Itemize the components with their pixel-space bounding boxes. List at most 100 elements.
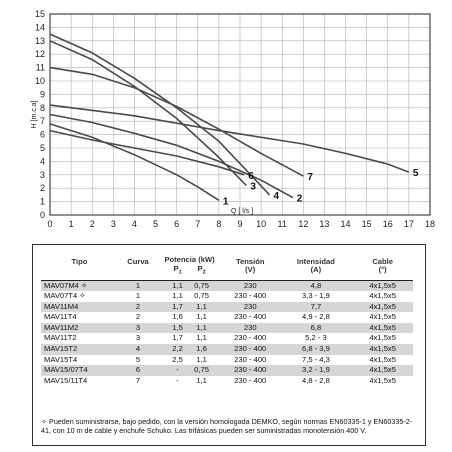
series-line-3: [49, 40, 247, 187]
cell-tipo: MAV15/11T4: [44, 375, 88, 385]
cell-intensidad: 4,9 - 2,8: [301, 312, 330, 322]
curve-label-2: 2: [297, 194, 303, 205]
cell-tipo: MAV15T2: [41, 344, 118, 355]
y-tick-label: 3: [40, 170, 45, 180]
header-p1: P1: [173, 263, 182, 276]
cell-tension: 230: [220, 280, 280, 292]
cell-curva: 1: [135, 291, 141, 301]
cell-p2: 0,75: [194, 291, 209, 301]
table-row: MAV07M4 ✧ 1 1,1 0,75 230 4,8 4x1,5x5: [41, 280, 413, 292]
cell-potencia: - 0,75: [158, 365, 221, 376]
cell-curva: 4: [117, 344, 159, 355]
cell-cable: 4x1,5x5: [352, 344, 413, 355]
y-tick-label: 13: [35, 36, 45, 46]
pump-spec-table-panel: Tipo Curva Potencia (kW) P1 P2 Tensión (V)…: [32, 244, 426, 446]
cell-potencia: 2,5 1,1: [158, 355, 221, 366]
spec-rows: MAV07M4 ✧ 1 1,1 0,75 230 4,8 4x1,5x5 MAV07T4 ✧ 1…: [41, 280, 413, 386]
chart-svg: 0 1 2 3 4 5 6 7 8 9 10 11 12 13 14 15 16 17 18012345678910…: [31, 9, 435, 229]
cell-intensidad: 7,7: [279, 301, 353, 313]
cell-tipo: MAV07M4 ✧: [41, 280, 118, 292]
cell-potencia: 1,7 1,1: [158, 333, 221, 344]
header-tipo: Tipo: [41, 255, 118, 281]
table-row: MAV15T4 5 2,5 1,1 230 - 400 7,5 - 4,3 4x1,5x5: [41, 355, 413, 366]
cell-tipo: MAV15T4: [44, 354, 78, 364]
cell-cable: 4x1,5x5: [369, 354, 396, 364]
x-tick-label: 17: [404, 219, 414, 229]
cell-curva: 2: [117, 301, 159, 313]
cell-intensidad: 6,8 - 3,9: [279, 344, 353, 355]
cell-p2: 1,1: [196, 375, 207, 385]
header-tension: Tensión (V): [220, 255, 280, 281]
curve-label-3: 3: [250, 182, 256, 193]
y-tick-label: 4: [40, 156, 45, 166]
x-tick-label: 8: [216, 219, 221, 229]
cell-tension: 230: [220, 301, 280, 313]
y-tick-label: 12: [35, 49, 45, 59]
cell-tension: 230 - 400: [234, 354, 267, 364]
pump-curve-chart: 0 1 2 3 4 5 6 7 8 9 10 11 12 13 14 15 16 17 18 0 1 2 3 4 5 6 7 8 9 10…: [31, 9, 435, 229]
cell-tension: 230 - 400: [234, 333, 267, 343]
cell-intensidad: 4,8 - 2,8: [301, 375, 330, 385]
cell-cable: 4x1,5x5: [369, 375, 396, 385]
table-row: MAV15T2 4 2,2 1,6 230 - 400 6,8 - 3,9 4x1,5x5: [41, 344, 413, 355]
y-tick-label: 9: [40, 89, 45, 99]
cell-cable: 4x1,5x5: [352, 301, 413, 313]
cell-potencia: 1,1 0,75: [158, 280, 221, 292]
cell-potencia: 2,2 1,6: [158, 344, 221, 355]
cell-tipo: MAV11M4: [41, 301, 118, 313]
cell-p1: -: [176, 375, 179, 385]
x-tick-label: 3: [111, 219, 116, 229]
cell-cable: 4x1,5x5: [352, 322, 413, 334]
curve-label-4: 4: [274, 191, 280, 202]
cell-p1: -: [176, 365, 179, 375]
cell-tipo: MAV07T4 ✧: [44, 291, 86, 301]
cell-cable: 4x1,5x5: [352, 365, 413, 376]
x-tick-label: 14: [341, 219, 351, 229]
table-row: MAV11M2 3 1,5 1,1 230 6,8 4x1,5x5: [41, 322, 413, 334]
cell-tension: 230 - 400: [234, 312, 267, 322]
table-row: MAV07T4 ✧ 1 1,1 0,75 230 - 400 3,3 - 1,9 4x1,5…: [41, 291, 413, 302]
table-row: MAV15/11T4 7 - 1,1 230 - 400 4,8 - 2,8 4x1,5x5: [41, 376, 413, 387]
header-intensidad: Intensidad (A): [279, 255, 353, 281]
y-tick-label: 5: [40, 143, 45, 153]
cell-p2: 1,1: [196, 312, 207, 322]
cell-tipo: MAV11T4: [44, 312, 77, 322]
x-tick-label: 10: [256, 219, 266, 229]
cell-cable: 4x1,5x5: [369, 312, 396, 322]
cell-tipo: MAV15/07T4: [41, 365, 118, 376]
cell-cable: 4x1,5x5: [369, 333, 396, 343]
header-curva: Curva: [117, 255, 159, 281]
x-tick-label: 18: [425, 219, 435, 229]
cell-curva: 2: [135, 312, 141, 322]
y-tick-label: 6: [40, 130, 45, 140]
cell-curva: 5: [135, 354, 141, 364]
x-tick-label: 5: [153, 219, 158, 229]
y-tick-label: 15: [35, 9, 45, 19]
y-tick-label: 7: [40, 116, 45, 126]
cell-potencia: 1,7 1,1: [158, 301, 221, 313]
cell-intensidad: 6,8: [279, 322, 353, 334]
cell-p1: 1,1: [172, 280, 183, 290]
header-p2: P2: [197, 263, 206, 276]
footnote: ✧ Pueden suministrarse, bajo pedido, con…: [41, 417, 413, 435]
series-line-6: [49, 129, 245, 176]
series-line-7: [49, 66, 304, 177]
cell-p1: 1,1: [172, 291, 183, 301]
y-tick-label: 10: [35, 76, 45, 86]
table-row: MAV11M4 2 1,7 1,1 230 7,7 4x1,5x5: [41, 301, 413, 313]
y-tick-label: 1: [40, 197, 45, 207]
cell-tension: 230 - 400: [220, 344, 280, 355]
cell-p2: 1,1: [196, 333, 207, 343]
x-tick-label: 0: [47, 219, 52, 229]
x-tick-label: 4: [132, 219, 137, 229]
curve-label-5: 5: [413, 168, 419, 179]
cell-cable: 4x1,5x5: [352, 280, 413, 292]
curve-label-6: 6: [248, 171, 254, 182]
table-row: MAV11T4 2 1,6 1,1 230 - 400 4,9 - 2,8 4x1,5x5: [41, 312, 413, 323]
y-tick-label: 2: [40, 183, 45, 193]
x-tick-label: 12: [298, 219, 308, 229]
cell-potencia: 1,5 1,1: [158, 322, 221, 334]
cell-p1: 1,7: [172, 333, 183, 343]
curve-label-7: 7: [307, 172, 313, 183]
series-line-5: [49, 104, 410, 173]
